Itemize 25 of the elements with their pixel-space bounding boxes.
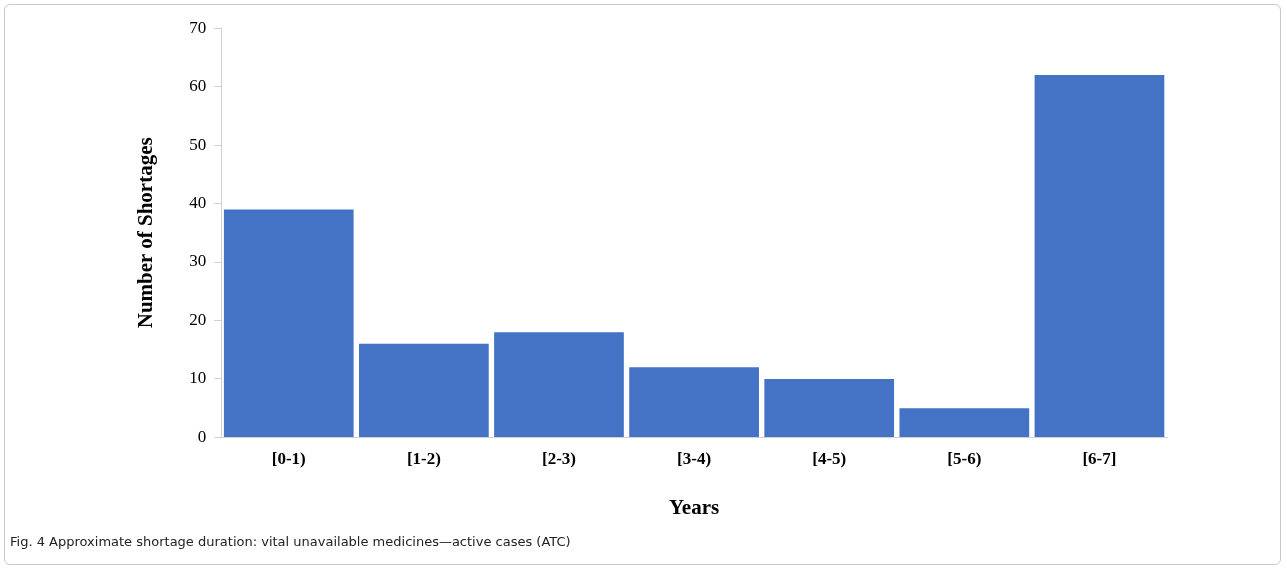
x-tick-label: [4-5) [812, 448, 847, 468]
bar [899, 408, 1030, 437]
x-tick-label: [5-6) [947, 448, 982, 468]
x-tick-label: [3-4) [677, 448, 712, 468]
x-tick-label: [1-2) [406, 448, 441, 468]
y-tick-label: 60 [189, 76, 207, 96]
x-tick-label: [6-7] [1082, 448, 1117, 468]
y-tick-label: 30 [189, 251, 207, 271]
y-axis-title: Number of Shortages [133, 137, 158, 329]
y-tick-label: 0 [197, 426, 207, 446]
bar [629, 367, 759, 437]
bar [494, 332, 624, 437]
bar [1034, 74, 1165, 437]
x-tick-label: [2-3) [541, 448, 576, 468]
bar [223, 209, 354, 437]
y-tick-label: 20 [189, 309, 207, 329]
bar [359, 343, 489, 437]
y-tick-label: 40 [189, 193, 207, 213]
caption: Fig. 4 Approximate shortage duration: vital unavailable medicines—active cases (ATC) [10, 534, 571, 549]
y-tick-label: 10 [189, 368, 207, 388]
y-tick-label: 70 [189, 17, 207, 37]
x-axis-title: Years [669, 494, 720, 519]
x-tick-label: [0-1) [271, 448, 306, 468]
bar [764, 378, 895, 437]
y-tick-label: 50 [189, 134, 207, 154]
